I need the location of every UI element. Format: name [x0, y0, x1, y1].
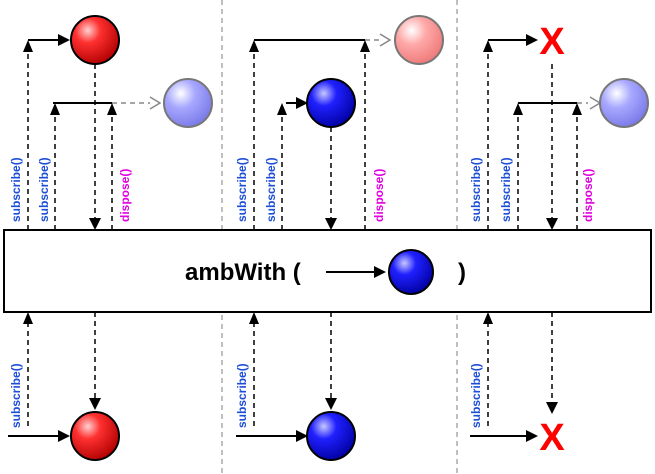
- subscribe-label: subscribe(): [9, 363, 23, 428]
- dispose-label: dispose(): [581, 169, 595, 222]
- red-marble: [70, 15, 120, 65]
- operator-box: ambWith ( ): [3, 229, 652, 313]
- subscribe-label: subscribe(): [235, 363, 249, 428]
- subscribe-label: subscribe(): [499, 157, 513, 222]
- dispose-label: dispose(): [372, 169, 386, 222]
- subscribe-label: subscribe(): [264, 157, 278, 222]
- operator-close-paren: ): [458, 259, 466, 286]
- subscribe-label: subscribe(): [469, 157, 483, 222]
- result-error-x-icon: X: [539, 417, 565, 459]
- subscribe-label: subscribe(): [469, 363, 483, 428]
- blue-marble: [306, 78, 356, 128]
- operator-label: ambWith (: [185, 259, 301, 286]
- scenario-2: subscribe() subscribe() dispose() subscr…: [235, 15, 444, 461]
- faded-red-marble: [394, 15, 444, 65]
- faded-blue-marble: [163, 78, 213, 128]
- result-blue-marble: [306, 411, 356, 461]
- dispose-label: dispose(): [118, 169, 132, 222]
- subscribe-label: subscribe(): [9, 157, 23, 222]
- scenario-3: X subscribe() subscribe() dispose() subs…: [469, 21, 649, 459]
- operator-blue-marble: [388, 249, 434, 295]
- scenario-1: subscribe() subscribe() dispose() subscr…: [8, 15, 213, 461]
- error-x-icon: X: [539, 21, 565, 63]
- result-red-marble: [70, 411, 120, 461]
- faded-blue-marble: [599, 78, 649, 128]
- subscribe-label: subscribe(): [37, 157, 51, 222]
- subscribe-label: subscribe(): [235, 157, 249, 222]
